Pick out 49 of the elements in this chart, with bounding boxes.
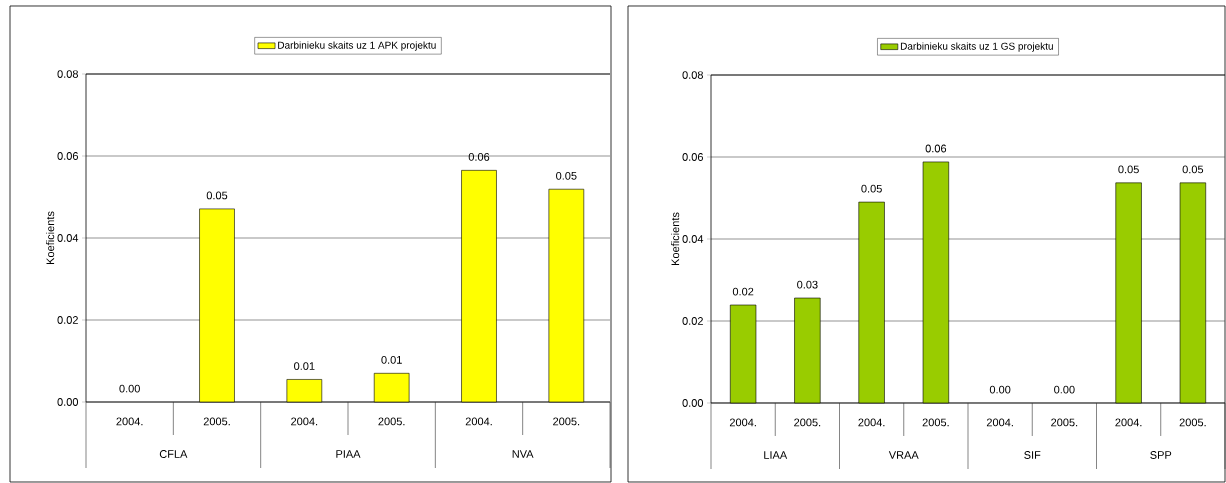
- x-tick-label: 2005.: [378, 417, 405, 426]
- x-tick-label: 2004.: [465, 417, 492, 426]
- y-tick-label: 0.00: [57, 398, 79, 406]
- x-tick-label: 2004.: [291, 417, 318, 426]
- x-tick-label: 2004.: [986, 418, 1013, 427]
- text: CFLA: [159, 450, 188, 458]
- text: SIF: [1024, 451, 1041, 459]
- text: PIAA: [336, 450, 361, 458]
- y-tick-label: 0.00: [682, 399, 704, 407]
- data-label: 0.05: [1182, 165, 1204, 174]
- x-tick-label: 2005.: [1179, 418, 1206, 427]
- y-tick-label: 0.04: [682, 235, 704, 243]
- text: LIAA: [764, 451, 788, 459]
- x-tick-label: 2004.: [858, 418, 885, 427]
- x-tick-label: 2005.: [553, 417, 580, 426]
- legend-label: Darbinieku skaits uz 1 APK projektu: [278, 41, 436, 51]
- text: NVA: [512, 450, 534, 458]
- data-label: 0.05: [206, 191, 228, 200]
- y-axis-title: Koeficients: [671, 212, 680, 265]
- text: VRAA: [888, 451, 919, 459]
- x-tick-label: 2004.: [116, 417, 143, 426]
- data-label: 0.06: [468, 153, 490, 161]
- data-label: 0.05: [1118, 165, 1139, 174]
- y-tick-label: 0.08: [682, 71, 703, 79]
- x-tick-label: 2005.: [794, 418, 821, 427]
- data-label: 0.03: [797, 280, 818, 289]
- y-tick-label: 0.08: [57, 70, 78, 78]
- data-label: 0.05: [861, 184, 882, 193]
- data-label: 0.06: [925, 144, 947, 153]
- data-label: 0.01: [381, 355, 402, 364]
- x-tick-label: 2005.: [203, 417, 230, 426]
- x-tick-label: 2004.: [729, 418, 756, 427]
- data-label: 0.01: [294, 362, 315, 370]
- data-label: 0.00: [119, 384, 140, 393]
- x-tick-label: 2004.: [1115, 418, 1142, 427]
- y-axis-title: Koeficients: [46, 211, 55, 264]
- x-tick-label: 2005.: [922, 418, 949, 427]
- data-label: 0.00: [1054, 385, 1075, 394]
- data-label: 0.05: [556, 171, 577, 180]
- y-tick-label: 0.04: [57, 234, 79, 242]
- text: SPP: [1150, 451, 1172, 459]
- y-tick-label: 0.06: [57, 152, 78, 160]
- x-tick-label: 2005.: [1051, 418, 1078, 427]
- data-label: 0.02: [732, 287, 754, 296]
- y-tick-label: 0.06: [682, 153, 703, 161]
- legend-label: Darbinieku skaits uz 1 GS projektu: [900, 42, 1053, 52]
- data-label: 0.00: [989, 385, 1011, 394]
- y-tick-label: 0.02: [682, 317, 703, 325]
- y-tick-label: 0.02: [57, 316, 78, 324]
